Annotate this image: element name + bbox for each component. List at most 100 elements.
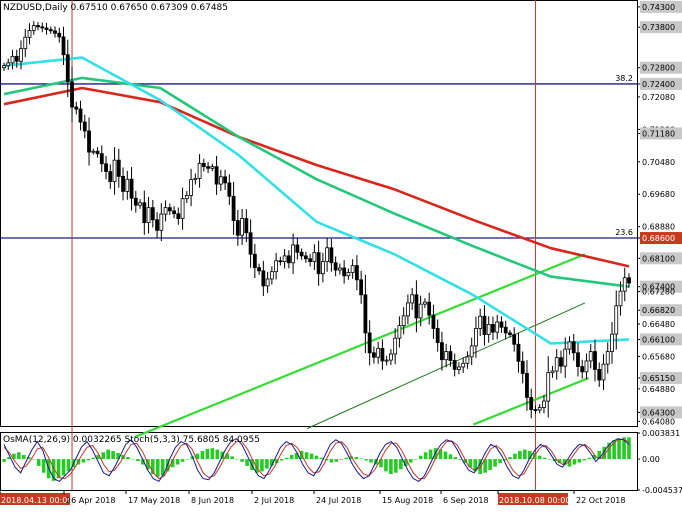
candle-body — [546, 372, 551, 402]
main-plot-frame — [0, 0, 638, 427]
osma-bar — [146, 459, 150, 470]
price-label-box — [640, 304, 682, 317]
candle-body — [176, 213, 181, 219]
osma-bar — [458, 459, 463, 460]
candle-body — [474, 328, 478, 347]
osma-bar — [438, 449, 443, 460]
price-label: 0.68600 — [642, 234, 675, 243]
price-label: 0.65680 — [642, 352, 675, 361]
osma-bar — [572, 459, 577, 465]
osma-bar — [7, 457, 11, 460]
osma-bar — [61, 459, 66, 476]
candle-body — [133, 197, 138, 206]
candle-body — [27, 30, 32, 38]
fibo-label: 38.2 — [615, 74, 633, 83]
candle-body — [427, 301, 432, 316]
date-label: 17 May 2018 — [128, 496, 180, 505]
osma-bar — [319, 457, 324, 460]
candle-body — [172, 210, 176, 215]
osma-bar — [453, 457, 458, 460]
osma-bar — [498, 459, 502, 464]
osma-bar — [349, 456, 354, 460]
price-label-box — [640, 333, 682, 346]
osma-bar — [304, 452, 309, 460]
candle-body — [180, 198, 185, 219]
candle-body — [99, 153, 104, 165]
candle-body — [223, 176, 227, 184]
osma-bar — [369, 459, 373, 463]
candle-body — [269, 271, 274, 280]
candle-body — [295, 244, 300, 253]
candle-body — [431, 314, 436, 329]
date-label: 2 Jul 2018 — [254, 496, 294, 505]
channel-line — [134, 253, 586, 439]
candle-body — [155, 219, 159, 231]
osma-bar — [284, 457, 289, 460]
osma-bar — [245, 459, 249, 466]
osma-bar — [255, 459, 259, 473]
candle-body — [406, 302, 410, 317]
osma-bar — [215, 449, 220, 460]
candle-body — [384, 359, 389, 362]
price-label: 0.66820 — [642, 306, 675, 315]
candle-body — [452, 360, 457, 370]
candle-body — [503, 326, 508, 334]
date-label-box — [498, 493, 568, 505]
osma-bar — [418, 455, 423, 460]
date-label-box — [0, 493, 70, 505]
osma-bar — [329, 459, 334, 463]
candle-body — [121, 175, 125, 192]
osc-axis-label: 0.00 — [642, 455, 660, 464]
fibo-label: 23.6 — [615, 228, 633, 237]
candles — [2, 21, 631, 419]
osma-bar — [36, 459, 41, 466]
candle-body — [469, 345, 474, 358]
osma-bar — [314, 455, 319, 460]
osma-bar — [443, 451, 448, 460]
candle-body — [201, 163, 206, 168]
stoch-main-line — [3, 438, 630, 483]
candle-body — [261, 270, 266, 287]
date-label: 2018.04.13 00:00 — [1, 496, 72, 505]
candle-body — [142, 202, 147, 224]
osma-bar — [518, 450, 522, 460]
candle-body — [240, 218, 244, 236]
osma-bar — [260, 459, 264, 472]
candle-body — [605, 351, 610, 365]
osma-bar — [394, 459, 398, 473]
osma-bar — [289, 455, 294, 460]
candle-body — [414, 294, 419, 319]
candle-body — [291, 244, 296, 264]
osma-bar — [334, 459, 339, 462]
candle-body — [418, 303, 423, 319]
osc-axis-label: -0.004537 — [642, 486, 682, 495]
osma-bar — [225, 453, 230, 460]
osma-bar — [503, 459, 507, 461]
candle-body — [150, 207, 155, 221]
candle-body — [627, 277, 631, 284]
candle-body — [559, 357, 563, 367]
osma-bar — [270, 459, 274, 466]
osma-bar — [354, 457, 358, 460]
osma-bar — [408, 459, 413, 463]
candle-body — [206, 166, 210, 169]
price-label: 0.64300 — [642, 408, 675, 417]
price-label: 0.68880 — [642, 223, 675, 232]
candle-body — [112, 159, 117, 183]
candle-body — [57, 32, 62, 38]
osma-bar — [612, 440, 616, 460]
candle-body — [235, 220, 240, 236]
candle-body — [533, 409, 538, 411]
candle-body — [520, 360, 525, 374]
candle-body — [363, 294, 368, 334]
candle-body — [48, 29, 53, 32]
price-label: 0.67280 — [642, 288, 675, 297]
candle-body — [448, 351, 453, 361]
candle-body — [584, 360, 589, 373]
price-label-box — [640, 0, 682, 13]
osma-bar — [22, 455, 26, 460]
candle-body — [299, 251, 304, 257]
price-label-box — [640, 371, 682, 384]
